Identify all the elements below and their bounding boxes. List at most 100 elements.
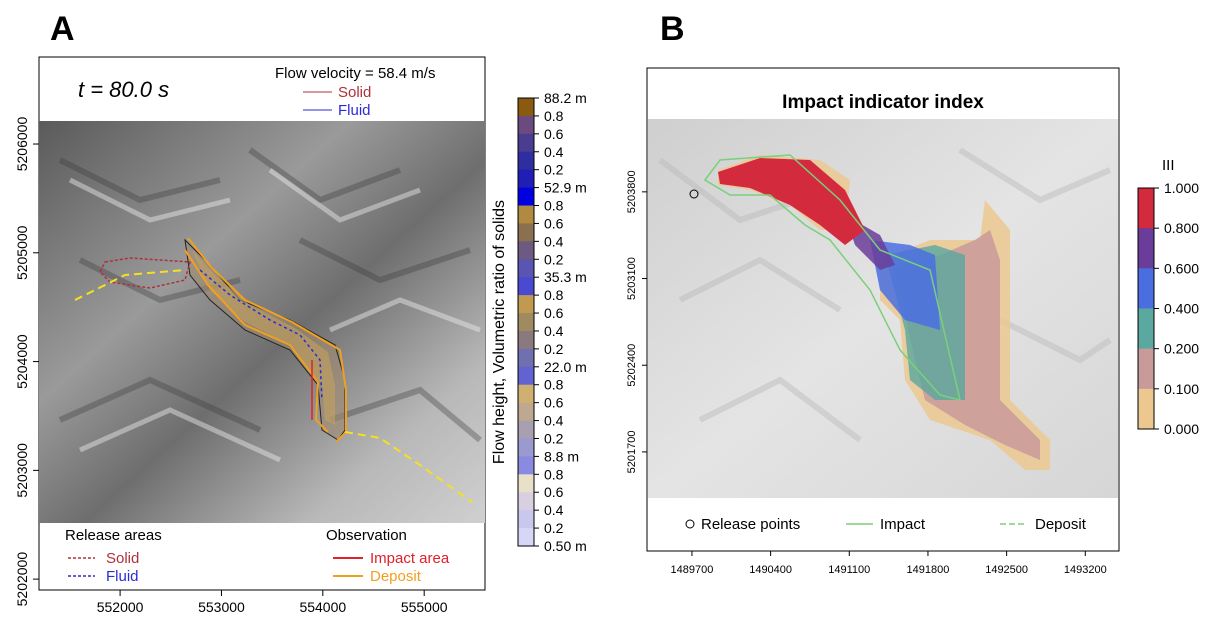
legend-impact-label: Impact — [880, 516, 926, 533]
colorbar-swatch — [518, 295, 534, 314]
release-point-marker — [689, 189, 699, 199]
observation-title: Observation — [326, 527, 407, 544]
colorbar-label: 0.6 — [544, 395, 564, 411]
legend-b-swatch — [1138, 228, 1154, 269]
panel-b-letter: B — [660, 10, 685, 48]
colorbar-swatch — [518, 205, 534, 224]
colorbar-label: 0.8 — [544, 198, 564, 214]
y-tick-label: 5202000 — [14, 552, 30, 607]
release-fluid-label: Fluid — [106, 568, 139, 585]
colorbar-swatch — [518, 151, 534, 171]
colorbar-label: 0.6 — [544, 484, 564, 500]
observed-path-upper — [74, 269, 186, 301]
panel-b-plot: Impact indicator index Release points Im… — [646, 67, 1120, 552]
legend-b-label: 0.200 — [1164, 341, 1199, 357]
y-tick-label: 5205000 — [14, 225, 30, 280]
y-tick-label: 5203100 — [626, 257, 638, 300]
colorbar-swatch — [518, 133, 534, 153]
x-tick-label: 553000 — [198, 599, 245, 615]
legend-b-label: 0.600 — [1164, 260, 1199, 276]
y-tick-label: 5206000 — [14, 117, 30, 172]
panel-a-x-axis: 552000 553000 554000 555000 — [97, 590, 448, 615]
colorbar-label: 0.4 — [544, 144, 564, 160]
colorbar-swatch — [518, 366, 534, 386]
colorbar-label: 35.3 m — [544, 269, 587, 285]
colorbar-label: 0.2 — [544, 162, 564, 178]
colorbar-label: 0.6 — [544, 126, 564, 142]
deposit-outline — [187, 237, 347, 443]
x-tick-label: 1489700 — [671, 564, 714, 576]
colorbar-title: Flow height, Volumetric ratio of solids — [491, 200, 508, 464]
colorbar-swatch — [518, 348, 534, 368]
panel-b-y-axis: 5201700 5202400 5203100 5203800 — [626, 170, 647, 473]
legend-b-swatch — [1138, 348, 1154, 390]
velocity-label: Flow velocity = 58.4 m/s — [275, 65, 435, 82]
colorbar-swatch — [518, 492, 534, 511]
x-tick-label: 1492500 — [985, 564, 1028, 576]
colorbar-swatch — [518, 187, 534, 207]
release-areas-title: Release areas — [65, 527, 162, 544]
y-tick-label: 5202400 — [626, 344, 638, 387]
colorbar-swatch — [518, 402, 534, 422]
legend-b-swatch — [1138, 308, 1154, 350]
x-tick-label: 554000 — [299, 599, 346, 615]
colorbar-label: 0.2 — [544, 520, 564, 536]
colorbar-label: 0.4 — [544, 502, 564, 518]
legend-b-label: 0.400 — [1164, 301, 1199, 317]
legend-release-points-label: Release points — [701, 516, 800, 533]
colorbar-label: 0.2 — [544, 341, 564, 357]
colorbar-swatch — [518, 474, 534, 493]
panel-a-y-axis: 5202000 5203000 5204000 5205000 5206000 — [14, 117, 39, 607]
colorbar-swatch — [518, 330, 534, 350]
observation-impact-label: Impact area — [370, 550, 450, 567]
arrow-legend-fluid-label: Fluid — [338, 102, 371, 119]
colorbar-label: 0.4 — [544, 233, 564, 249]
impact-outline — [703, 154, 962, 402]
colorbar-swatch — [518, 223, 534, 242]
panel-a-ridges — [58, 147, 482, 443]
colorbar-label: 52.9 m — [544, 180, 587, 196]
legend-b-swatch — [1138, 268, 1154, 309]
legend-b-swatch — [1138, 188, 1154, 229]
panel-b-x-axis: 1489700 1490400 1491100 1491800 1492500 14932… — [671, 551, 1107, 576]
colorbar-swatch — [518, 115, 534, 135]
colorbar-label: 0.4 — [544, 323, 564, 339]
panel-b-legend: 1.000 0.800 0.600 0.400 0.200 0.100 0.000 — [1137, 180, 1199, 437]
observed-path-lower — [344, 431, 473, 503]
panel-b-title: Impact indicator index — [782, 92, 984, 113]
y-tick-label: 5203000 — [14, 443, 30, 498]
colorbar-label: 0.6 — [544, 305, 564, 321]
fluid-flow-arrows — [199, 269, 323, 401]
colorbar-swatch — [518, 241, 534, 260]
legend-b-label: 0.800 — [1164, 220, 1199, 236]
colorbar-label: 22.0 m — [544, 359, 587, 375]
colorbar-label: 0.8 — [544, 466, 564, 482]
x-tick-label: 555000 — [401, 599, 448, 615]
colorbar-frame — [517, 97, 535, 547]
colorbar-swatch — [518, 277, 534, 296]
legend-deposit-label: Deposit — [1035, 516, 1087, 533]
y-tick-label: 5203800 — [626, 170, 638, 213]
panel-a-colorbar: 88.2 m0.80.60.40.252.9 m0.80.60.40.235.3… — [517, 90, 587, 554]
zone-0800 — [718, 158, 865, 245]
colorbar-swatch — [518, 169, 534, 189]
release-area-solid — [99, 257, 191, 289]
observation-deposit-label: Deposit — [370, 568, 422, 585]
y-tick-label: 5201700 — [626, 431, 638, 474]
colorbar-swatch — [518, 510, 534, 529]
x-tick-label: 1491100 — [828, 564, 870, 576]
colorbar-label: 0.6 — [544, 215, 564, 231]
colorbar-swatch — [518, 528, 534, 547]
colorbar-label: 0.4 — [544, 413, 564, 429]
colorbar-label: 0.8 — [544, 377, 564, 393]
legend-b-title: III — [1162, 157, 1175, 174]
colorbar-swatch — [518, 420, 534, 439]
colorbar-swatch — [518, 384, 534, 404]
legend-b-label: 0.000 — [1164, 421, 1199, 437]
legend-b-label: 0.100 — [1164, 381, 1199, 397]
colorbar-label: 0.2 — [544, 251, 564, 267]
x-tick-label: 552000 — [97, 599, 144, 615]
y-tick-label: 5204000 — [14, 334, 30, 389]
colorbar-swatch — [518, 259, 534, 278]
